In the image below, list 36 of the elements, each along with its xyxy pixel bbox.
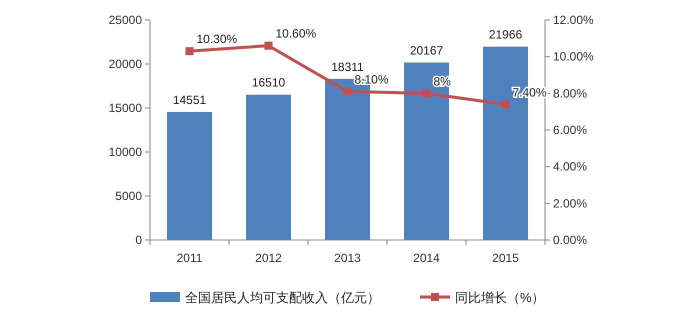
point — [264, 42, 272, 50]
y2-tick-label: 12.00% — [553, 13, 594, 27]
data-label: 10.60% — [276, 26, 317, 41]
data-label: 20167 — [410, 44, 444, 58]
point — [422, 89, 430, 98]
data-label: 21966 — [488, 28, 523, 42]
bar — [166, 112, 212, 240]
y-tick-label: 20000 — [108, 57, 142, 71]
y-tick-label: 5000 — [115, 189, 142, 203]
y2-tick-label: 0.00% — [553, 233, 588, 247]
y-tick-label: 15000 — [108, 101, 142, 115]
y-tick-label: 0 — [135, 233, 142, 247]
data-label: 16510 — [252, 76, 286, 90]
data-label: 14551 — [172, 92, 207, 107]
point — [502, 100, 510, 108]
data-label: 8.10% — [354, 72, 389, 86]
x-tick-label: 2012 — [255, 251, 282, 265]
bar — [246, 94, 292, 240]
data-label: 18311 — [331, 60, 364, 74]
x-tick-label: 2011 — [176, 251, 203, 265]
x-tick-label: 2013 — [334, 251, 362, 265]
point — [344, 88, 352, 96]
y2-tick-label: 6.00% — [553, 123, 588, 137]
point — [186, 47, 194, 56]
y2-tick-label: 4.00% — [553, 160, 588, 174]
x-tick-label: 2014 — [413, 251, 440, 265]
legend-label: 同比增长（%） — [455, 290, 545, 305]
x-tick-label: 2015 — [492, 251, 520, 265]
y2-tick-label: 8.00% — [553, 86, 588, 100]
bar — [404, 62, 450, 240]
data-label: 10.30% — [196, 32, 238, 46]
y2-tick-label: 2.00% — [553, 196, 588, 210]
y2-tick-label: 10.00% — [553, 50, 594, 64]
y-tick-label: 10000 — [108, 145, 142, 159]
y-tick-label: 25000 — [108, 13, 142, 27]
legend-label: 全国居民人均可支配收入（亿元） — [185, 290, 380, 305]
